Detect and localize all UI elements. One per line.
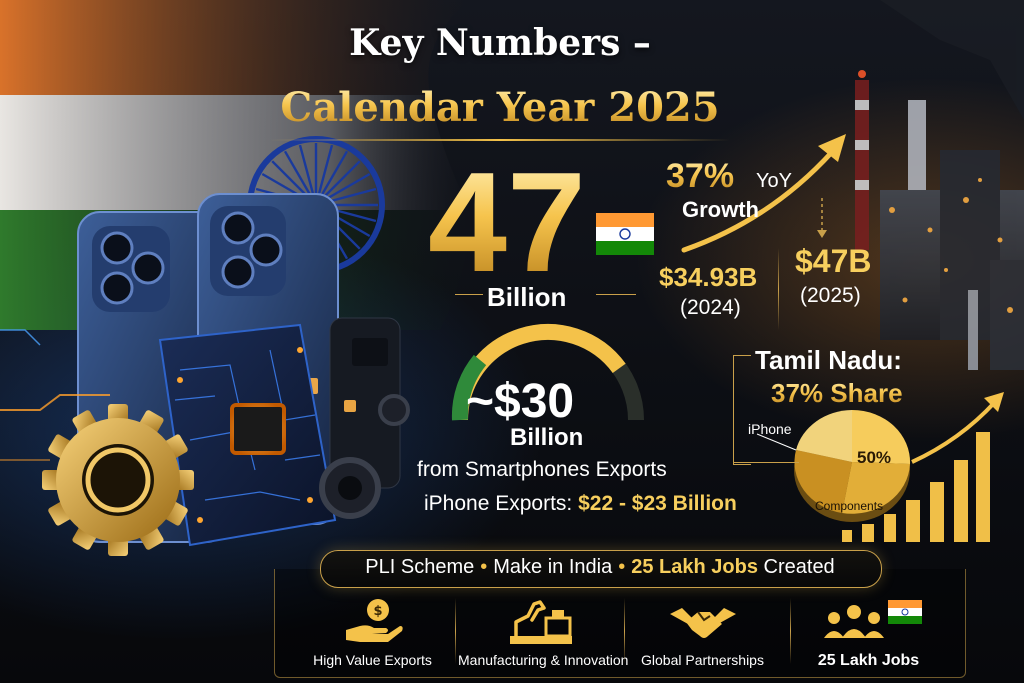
people-icon <box>823 600 922 638</box>
smartphone-export-caption: from Smartphones Exports <box>417 458 667 481</box>
year-2025: (2025) <box>800 284 861 307</box>
title-line-2: Calendar Year 2025 <box>230 84 770 131</box>
value-2025: $47B <box>795 243 872 279</box>
growth-suffix: YoY <box>756 170 792 192</box>
title-line-1: Key Numbers – <box>349 22 651 64</box>
feature-jobs: 25 Lakh Jobs <box>786 596 951 670</box>
pli-separator-2: • <box>618 556 626 578</box>
pie-label-center: 50% <box>857 448 892 467</box>
year-2024: (2024) <box>680 296 741 319</box>
title-divider <box>270 139 730 141</box>
tamil-nadu-bracket <box>733 355 751 465</box>
money-hand-icon: $ <box>345 599 403 642</box>
growth-label: Growth <box>682 197 759 222</box>
rising-bars <box>842 432 990 542</box>
iphone-exports-value: $22 - $23 Billion <box>578 492 737 515</box>
tamil-nadu-title: Tamil Nadu: <box>755 345 902 375</box>
iphone-exports-label: iPhone Exports: <box>424 492 573 515</box>
feature-separator <box>455 598 456 664</box>
tamil-nadu-bracket-bottom <box>733 462 799 463</box>
svg-text:$: $ <box>373 604 382 619</box>
pli-item-1: PLI Scheme <box>365 556 475 578</box>
india-flag-small-icon <box>887 600 922 624</box>
factory-robot-icon <box>509 600 572 644</box>
smartphone-export-value: ~$30 <box>466 375 575 428</box>
pli-item-3: 25 Lakh Jobs <box>631 556 758 578</box>
growth-percent: 37% <box>666 157 735 195</box>
feature-label: 25 Lakh Jobs <box>817 652 920 669</box>
headline-value: 47 <box>428 143 586 302</box>
iphone-exports: iPhone Exports: $22 - $23 Billion <box>424 492 737 516</box>
headline-unit: Billion <box>487 282 567 312</box>
feature-manufacturing: Manufacturing & Innovation <box>458 596 629 668</box>
year-divider <box>778 248 779 330</box>
feature-label: High Value Exports <box>313 652 432 668</box>
pli-item-2: Make in India <box>493 556 613 578</box>
pli-item-3-suffix: Created <box>763 556 835 578</box>
pli-banner-text: PLI Scheme • Make in India • 25 Lakh Jobs Cr… <box>320 556 880 579</box>
handshake-icon <box>669 608 736 638</box>
feature-label: Manufacturing & Innovation <box>458 652 629 668</box>
tamil-nadu-share: 37% Share <box>771 378 903 408</box>
value-2024: $34.93B <box>659 262 758 292</box>
pie-label-iphone: iPhone <box>748 421 792 437</box>
feature-separator <box>624 598 625 664</box>
india-flag-icon <box>596 213 654 255</box>
pli-separator-1: • <box>480 556 488 578</box>
export-gauge <box>451 324 644 421</box>
gear-icon <box>42 404 194 556</box>
feature-separator <box>790 598 791 664</box>
feature-high-value-exports: $ High Value Exports <box>290 596 455 668</box>
billion-rule-left <box>455 294 483 295</box>
pli-banner <box>320 550 882 588</box>
billion-rule-right <box>596 294 636 295</box>
tamil-nadu-pie <box>756 410 911 522</box>
feature-global-partnerships: Global Partnerships <box>620 596 785 668</box>
smartphone-export-unit: Billion <box>510 424 584 451</box>
feature-label: Global Partnerships <box>641 652 764 668</box>
pie-label-components: Components <box>815 499 884 513</box>
